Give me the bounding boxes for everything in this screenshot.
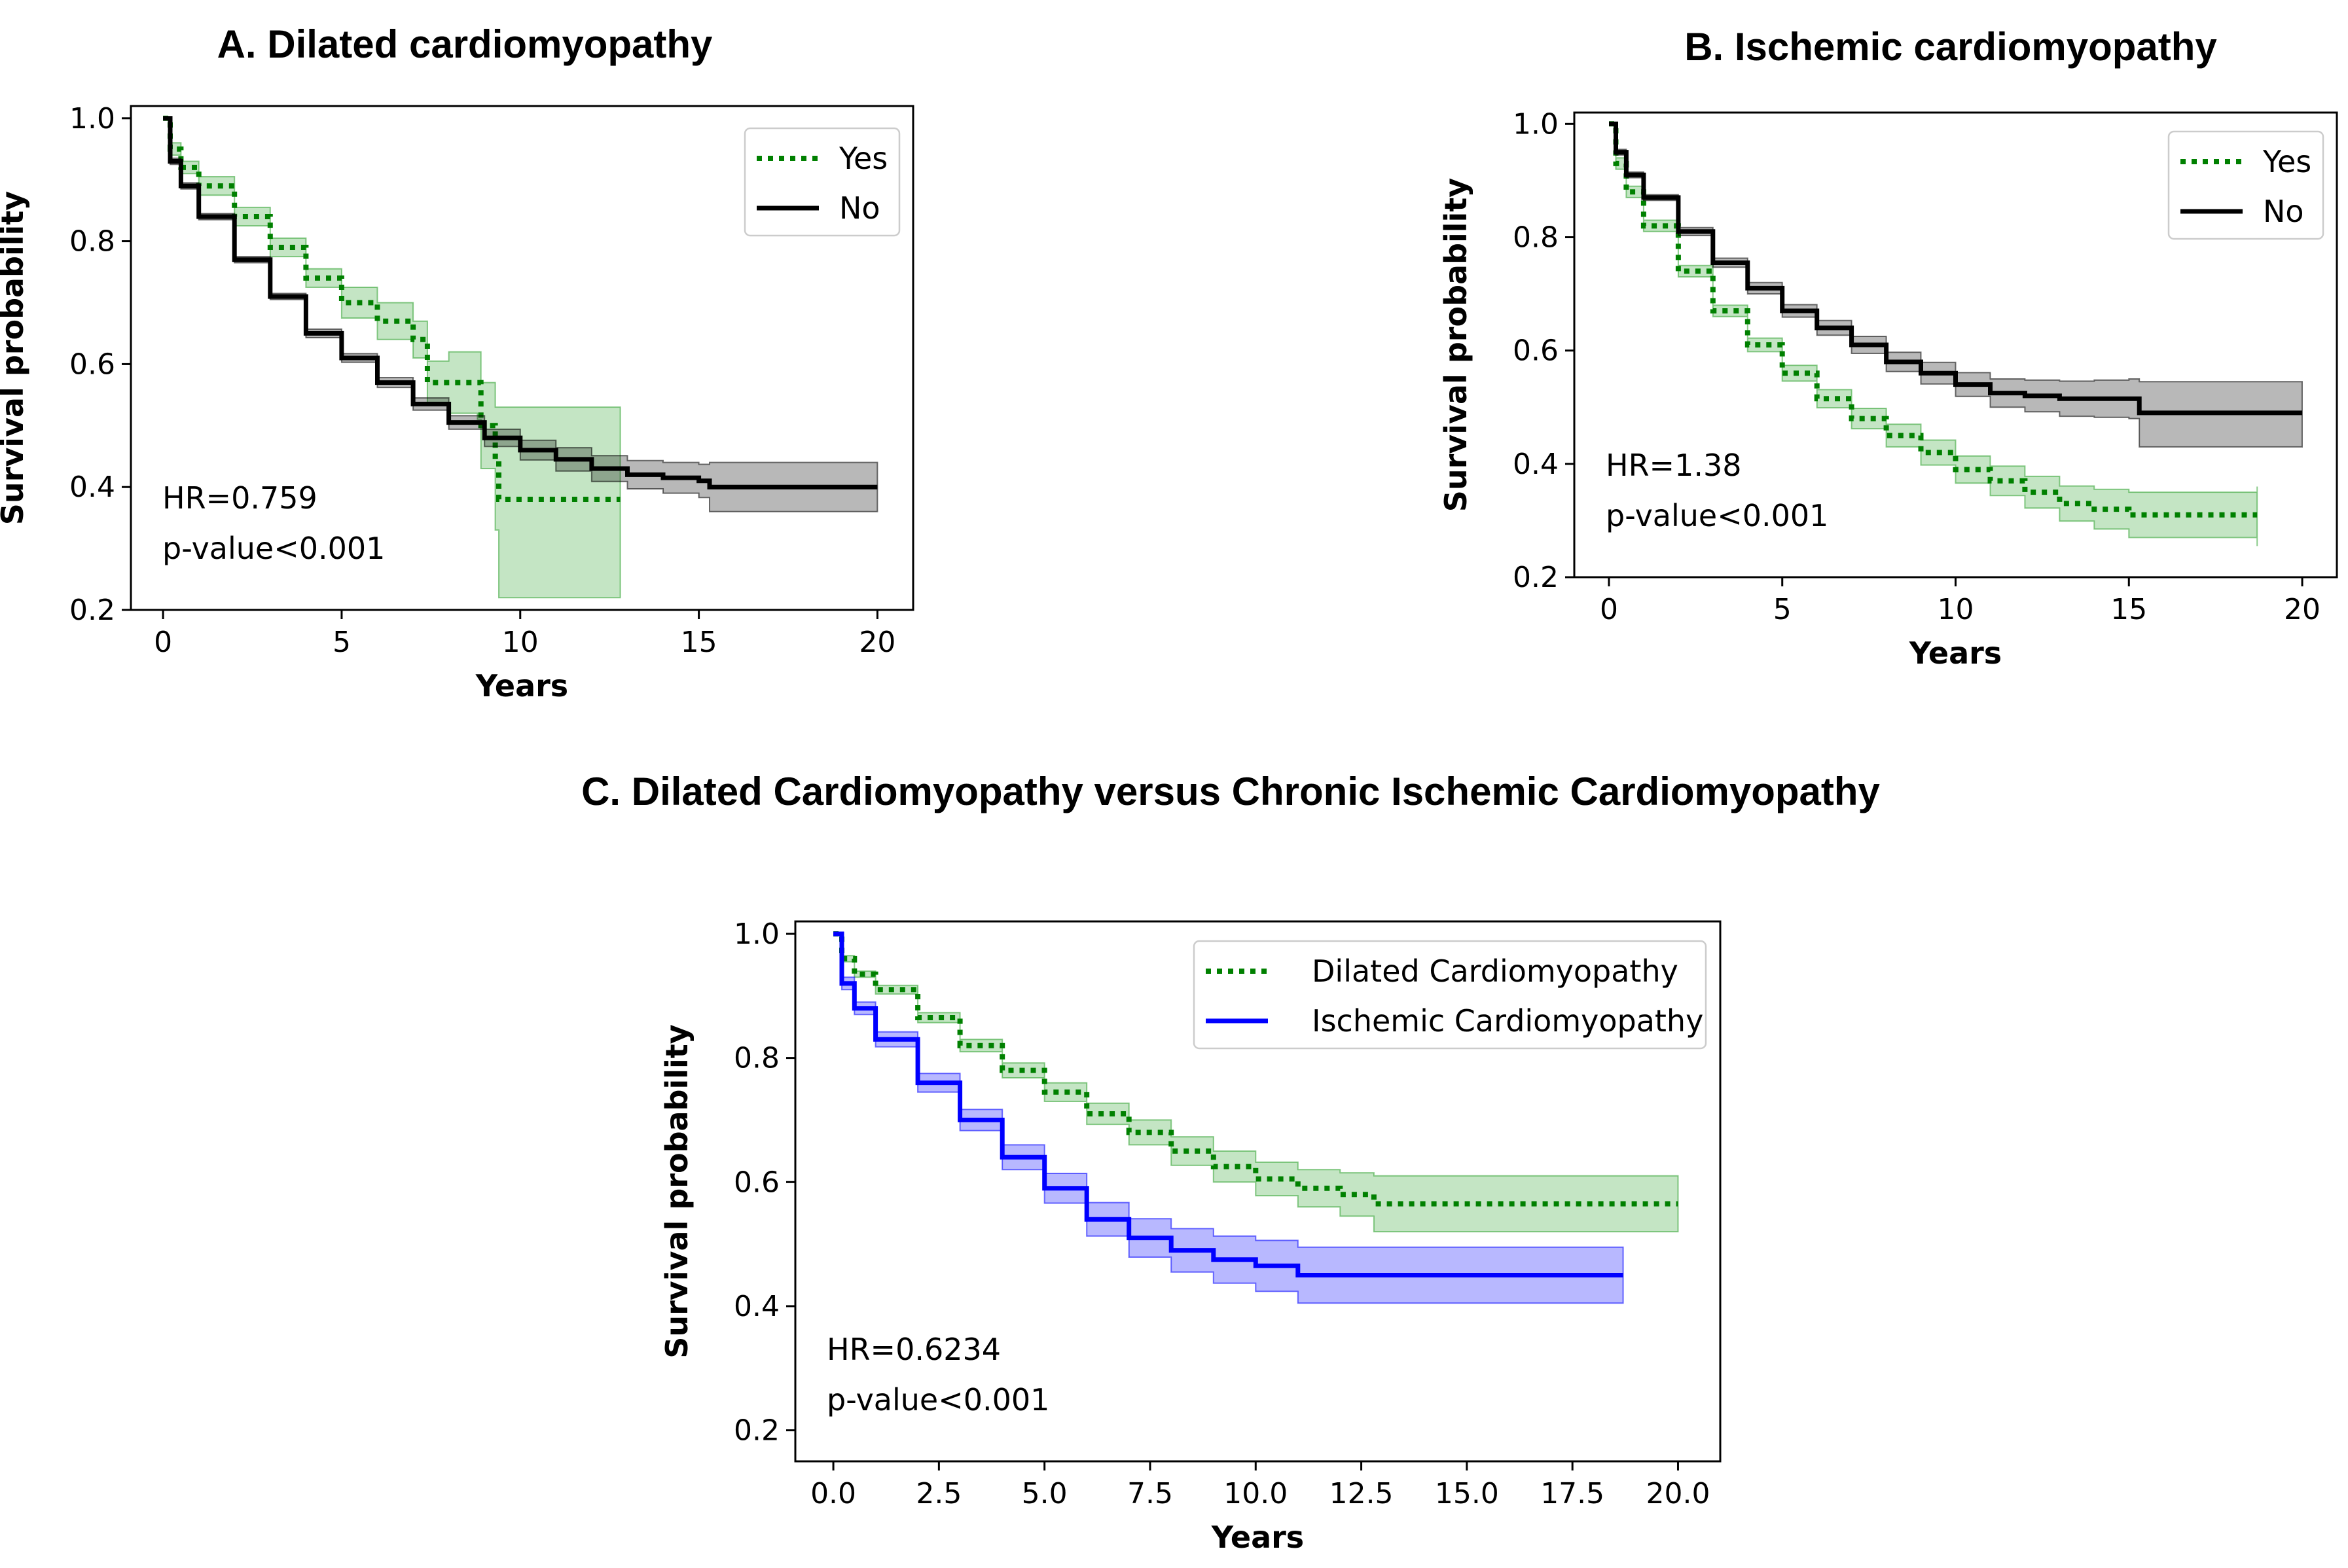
y-tick-label: 0.6 bbox=[1513, 334, 1559, 368]
legend-label: Dilated Cardiomyopathy bbox=[1312, 953, 1678, 989]
x-tick-label: 10 bbox=[1938, 593, 1974, 626]
y-tick-label: 0.4 bbox=[69, 471, 115, 504]
chart-title: B. Ischemic cardiomyopathy bbox=[1684, 25, 2217, 69]
y-tick-label: 0.2 bbox=[734, 1414, 780, 1448]
p-value-annotation: p-value<0.001 bbox=[827, 1382, 1049, 1417]
chart-title: A. Dilated cardiomyopathy bbox=[217, 22, 713, 66]
legend: Yes No bbox=[744, 127, 901, 237]
x-tick-label: 0.0 bbox=[810, 1477, 856, 1510]
y-tick-label: 0.4 bbox=[1513, 448, 1559, 481]
y-tick-label: 0.2 bbox=[69, 594, 115, 627]
y-tick-label: 0.8 bbox=[734, 1042, 780, 1075]
chart-b: B. Ischemic cardiomyopathy 0 5 10 15 20 0.2 0.4… bbox=[1438, 25, 2338, 671]
x-tick-label: 0 bbox=[1600, 593, 1618, 626]
x-tick-label: 5 bbox=[1773, 593, 1792, 626]
x-axis-label: Years bbox=[1211, 1520, 1304, 1555]
legend-label: No bbox=[839, 190, 880, 226]
legend: Yes No bbox=[2167, 130, 2324, 240]
series-line-ischemic-cardiomyopathy bbox=[833, 931, 1623, 1277]
series-line-no bbox=[1609, 121, 2302, 416]
hazard-ratio-annotation: HR=0.6234 bbox=[827, 1332, 1001, 1367]
series-line-yes bbox=[1609, 121, 2258, 518]
x-tick-label: 20 bbox=[859, 626, 895, 659]
y-axis-label: Survival probability bbox=[0, 191, 30, 526]
plot-frame bbox=[130, 105, 914, 611]
p-value-annotation: p-value<0.001 bbox=[162, 531, 385, 566]
y-tick-label: 0.8 bbox=[69, 225, 115, 258]
ci-band-yes bbox=[163, 117, 621, 599]
x-tick-label: 15.0 bbox=[1435, 1477, 1499, 1510]
x-tick-label: 5 bbox=[333, 626, 351, 659]
x-tick-label: 0 bbox=[154, 626, 172, 659]
hazard-ratio-annotation: HR=1.38 bbox=[1606, 448, 1742, 483]
legend-label: No bbox=[2263, 194, 2304, 229]
series-line-no bbox=[163, 116, 878, 490]
x-axis-label: Years bbox=[1909, 635, 2002, 671]
x-tick-label: 20 bbox=[2284, 593, 2321, 626]
y-tick-label: 0.8 bbox=[1513, 221, 1559, 254]
legend-label: Yes bbox=[2262, 144, 2311, 179]
y-tick-label: 1.0 bbox=[69, 102, 115, 135]
legend: Dilated Cardiomyopathy Ischemic Cardiomyo… bbox=[1193, 940, 1707, 1050]
plot-frame bbox=[794, 920, 1722, 1463]
chart-a: A. Dilated cardiomyopathy 0 5 10 15 20 0.2 0.4 0… bbox=[0, 22, 914, 704]
x-tick-label: 2.5 bbox=[916, 1477, 962, 1510]
x-tick-label: 7.5 bbox=[1127, 1477, 1173, 1510]
y-tick-label: 0.6 bbox=[734, 1166, 780, 1199]
series-line-yes bbox=[163, 115, 621, 502]
x-tick-label: 15 bbox=[681, 626, 717, 659]
figure-title-c: C. Dilated Cardiomyopathy versus Chronic… bbox=[581, 770, 1880, 813]
y-tick-label: 0.4 bbox=[734, 1290, 780, 1323]
y-tick-label: 1.0 bbox=[734, 918, 780, 951]
x-tick-label: 17.5 bbox=[1540, 1477, 1604, 1510]
series-line-dilated-cardiomyopathy bbox=[833, 931, 1678, 1207]
legend-label: Yes bbox=[839, 141, 888, 176]
chart-c: 0.0 2.5 5.0 7.5 10.0 12.5 15.0 17.5 20.0 0.2 0.4 0.… bbox=[659, 918, 1722, 1555]
hazard-ratio-annotation: HR=0.759 bbox=[162, 480, 317, 516]
x-tick-label: 5.0 bbox=[1022, 1477, 1068, 1510]
x-tick-label: 10.0 bbox=[1223, 1477, 1288, 1510]
x-tick-label: 20.0 bbox=[1646, 1477, 1710, 1510]
y-tick-label: 1.0 bbox=[1513, 107, 1559, 141]
y-axis-label: Survival probability bbox=[659, 1024, 695, 1359]
x-tick-label: 12.5 bbox=[1329, 1477, 1394, 1510]
y-tick-label: 0.6 bbox=[69, 347, 115, 381]
x-tick-label: 15 bbox=[2110, 593, 2147, 626]
legend-label: Ischemic Cardiomyopathy bbox=[1312, 1003, 1703, 1039]
x-axis-label: Years bbox=[475, 668, 568, 704]
y-tick-label: 0.2 bbox=[1513, 561, 1559, 594]
y-axis-label: Survival probability bbox=[1438, 178, 1473, 512]
p-value-annotation: p-value<0.001 bbox=[1606, 498, 1828, 533]
legend-frame bbox=[1193, 940, 1707, 1050]
x-tick-label: 10 bbox=[502, 626, 539, 659]
